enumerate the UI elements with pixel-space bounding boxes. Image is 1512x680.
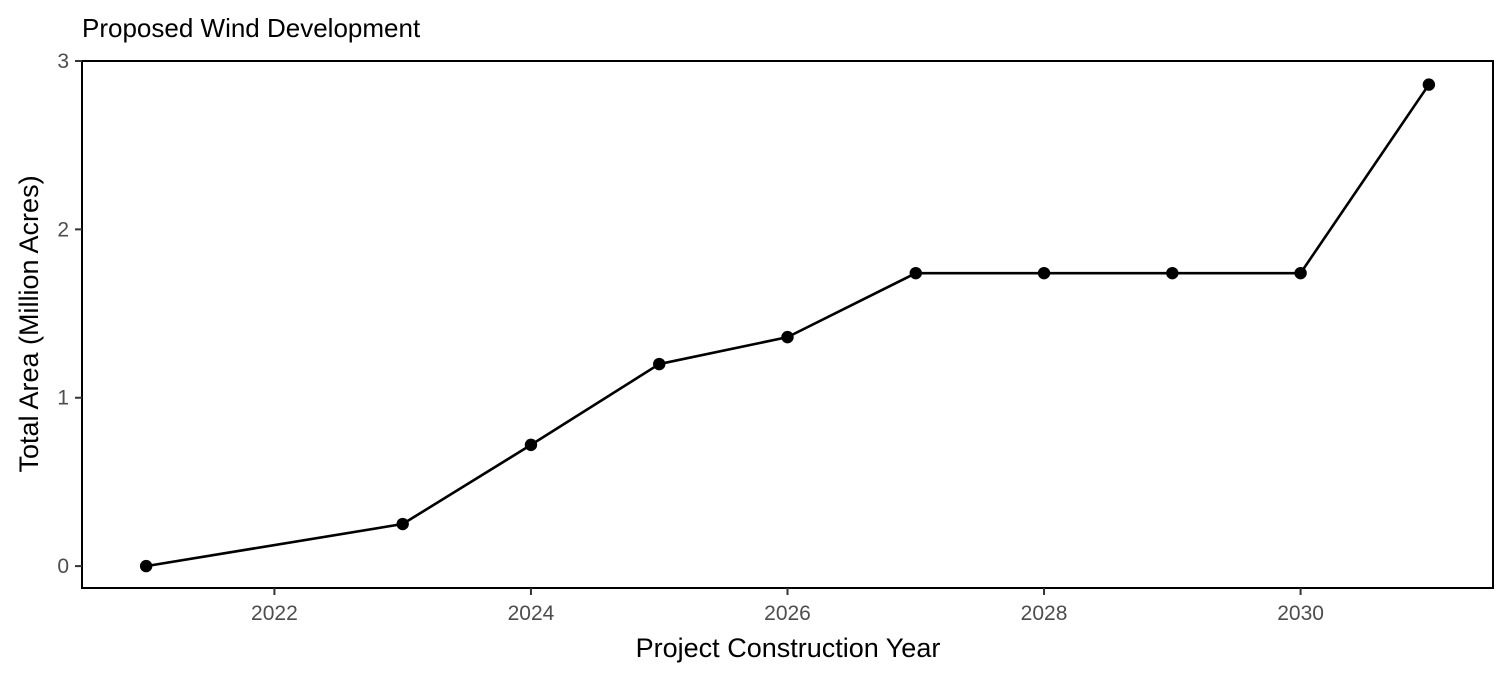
y-tick-label: 1 xyxy=(57,387,69,410)
y-axis: 0 1 2 3 xyxy=(57,50,82,578)
x-axis: 2022 2024 2026 2028 2030 xyxy=(251,588,1324,625)
data-point xyxy=(1294,266,1307,280)
series-layer xyxy=(139,78,1436,573)
data-point xyxy=(139,559,153,573)
chart-title: Proposed Wind Development xyxy=(82,13,421,43)
y-axis-title: Total Area (Million Acres) xyxy=(14,175,44,472)
series-line xyxy=(145,83,1430,568)
data-point xyxy=(653,357,666,371)
y-tick-label: 0 xyxy=(57,555,69,578)
data-point xyxy=(909,266,922,280)
x-tick-label: 2022 xyxy=(251,602,298,625)
x-tick-label: 2030 xyxy=(1277,602,1324,625)
plot-panel xyxy=(81,60,1494,589)
x-tick-label: 2024 xyxy=(508,602,555,625)
y-tick-label: 2 xyxy=(57,218,69,241)
x-tick-label: 2026 xyxy=(764,602,811,625)
data-point xyxy=(396,517,409,531)
data-point xyxy=(781,330,794,344)
x-axis-title: Project Construction Year xyxy=(636,633,941,663)
y-tick-label: 3 xyxy=(57,50,69,73)
x-tick-label: 2028 xyxy=(1021,602,1068,625)
data-point xyxy=(1037,266,1051,280)
data-point xyxy=(1422,78,1436,91)
data-point xyxy=(1166,266,1179,280)
data-point xyxy=(524,438,538,452)
